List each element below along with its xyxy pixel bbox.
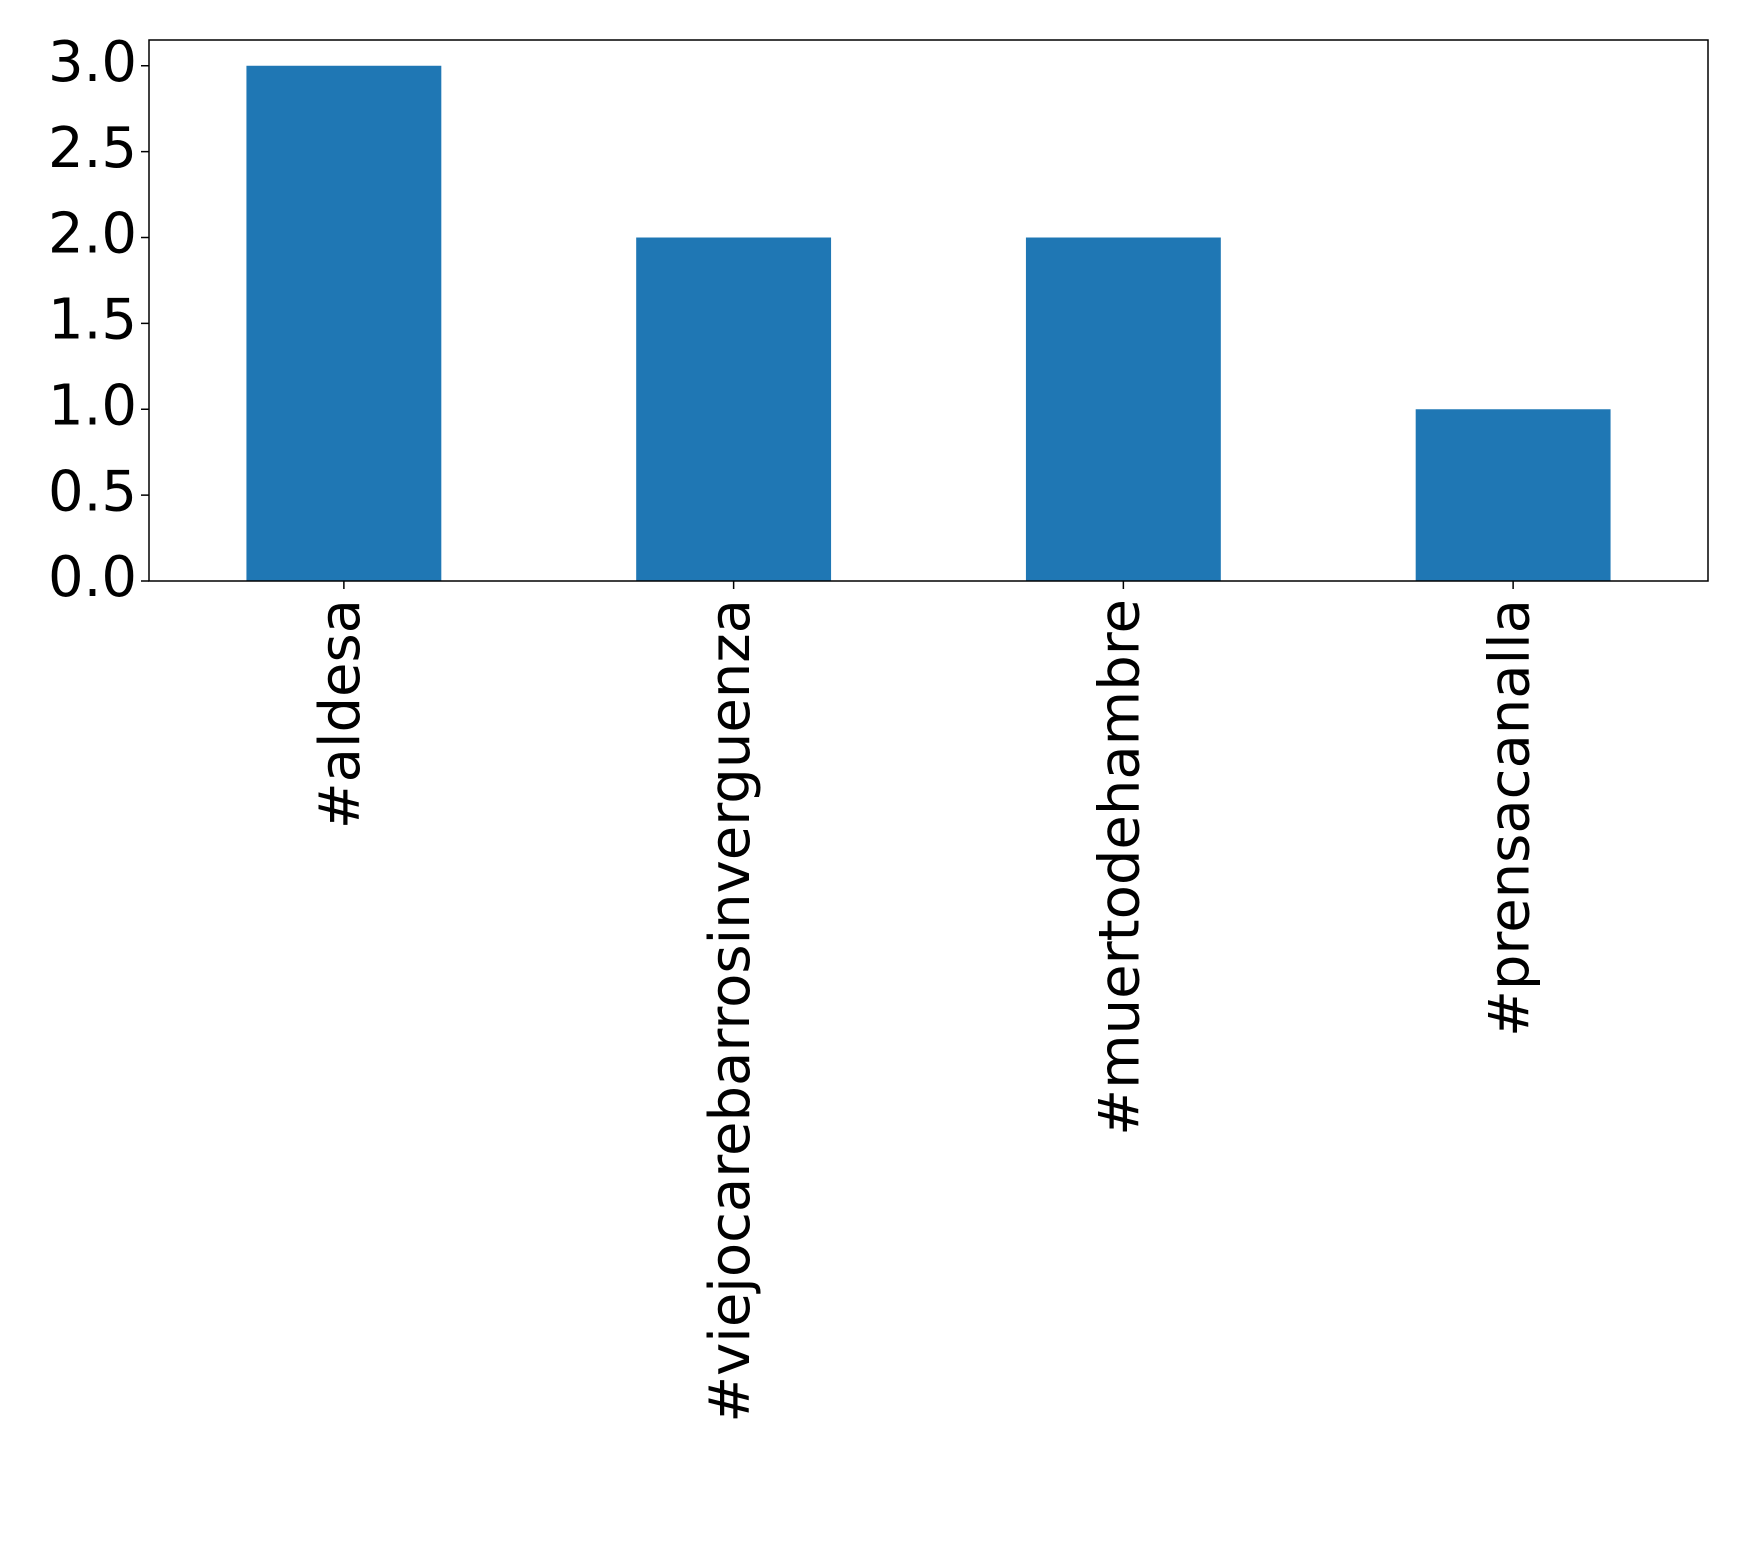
- plot-frame: [148, 39, 1709, 582]
- y-tick-label: 2.5: [48, 116, 137, 181]
- x-tick-label: #aldesa: [308, 599, 373, 829]
- y-tick-label: 0.0: [48, 545, 137, 610]
- x-tick-label: #viejocarebarrosinverguenza: [698, 599, 763, 1423]
- y-tick-label: 3.0: [48, 30, 137, 95]
- y-tick-label: 1.0: [48, 373, 137, 438]
- x-tick-label: #muertodehambre: [1088, 599, 1153, 1136]
- bar: [1415, 409, 1611, 581]
- bar: [246, 65, 442, 581]
- bar: [636, 237, 832, 581]
- y-tick-label: 0.5: [48, 459, 137, 524]
- y-tick-label: 1.5: [48, 288, 137, 353]
- y-tick-label: 2.0: [48, 202, 137, 267]
- bar: [1025, 237, 1221, 581]
- x-tick-label: #prensacanalla: [1477, 599, 1542, 1037]
